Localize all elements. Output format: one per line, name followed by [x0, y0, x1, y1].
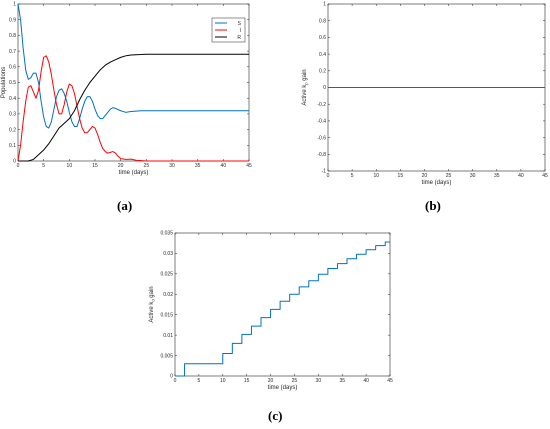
x-tick-label: 0 [327, 173, 330, 179]
panel-label-b: (b) [425, 198, 441, 213]
x-tick-label: 10 [220, 378, 226, 384]
panel-label-c: (c) [268, 408, 283, 423]
y-tick-label: 0.02 [163, 292, 173, 298]
x-tick-label: 35 [195, 163, 201, 169]
x-tick-label: 35 [494, 173, 500, 179]
y-tick-label: -1 [322, 169, 327, 175]
y-tick-label: 0.4 [9, 96, 16, 102]
y-tick-label: 0.2 [319, 69, 326, 75]
x-tick-label: 0 [17, 163, 20, 169]
y-axis-label-main: Active k [302, 84, 308, 106]
x-tick-label: 45 [542, 173, 548, 179]
x-tick-label: 45 [246, 163, 252, 169]
y-tick-label: 0.015 [160, 312, 173, 318]
y-tick-label: -0.8 [317, 152, 326, 158]
x-tick-label: 25 [144, 163, 150, 169]
y-tick-label: -0.6 [317, 135, 326, 141]
y-tick-label: 0.9 [9, 17, 16, 23]
y-tick-label: 0 [323, 85, 326, 91]
x-tick-label: 20 [422, 173, 428, 179]
x-tick-label: 40 [363, 378, 369, 384]
x-tick-label: 20 [268, 378, 274, 384]
y-axis-label-main: Active k [149, 301, 155, 323]
y-tick-label: 0.6 [9, 65, 16, 71]
x-tick-label: 15 [244, 378, 250, 384]
chart-a: 0 5 10 15 20 25 30 35 40 45 0 0.1 0.2 0.3 0.4 0.5 0.6 0.7… [1, 2, 252, 176]
y-tick-label: 0.01 [163, 333, 173, 339]
panel-c: 0 5 10 15 20 25 30 35 40 45 0 0.005 0.01 0.015 0.02 0.0… [135, 225, 397, 391]
y-tick-label: 0.7 [9, 49, 16, 55]
series-line-gain-0 [175, 241, 390, 377]
chart-b: 0 5 10 15 20 25 30 35 40 45 -1 -0.8 -0.6 -0.4 -0.2 0 0.2… [302, 2, 548, 186]
legend-label-R: R [237, 35, 241, 41]
y-axis-label: Populations [1, 67, 7, 98]
plot-frame [174, 232, 391, 377]
x-tick-label: 45 [387, 378, 393, 384]
y-tick-label: 0.035 [160, 231, 173, 237]
y-axis-label: Active kd gain [149, 286, 156, 322]
y-tick-label: 0.8 [9, 33, 16, 39]
panel-label-a: (a) [117, 198, 133, 213]
x-tick-label: 40 [221, 163, 227, 169]
y-axis-label: Active kp gain [302, 69, 309, 105]
legend-label-S: S [238, 21, 242, 27]
y-tick-label: 0.5 [9, 80, 16, 86]
y-tick-label: 0.3 [9, 112, 16, 118]
x-tick-label: 5 [42, 163, 45, 169]
y-tick-label: 0.03 [163, 251, 173, 257]
y-axis-label-sub: d [151, 299, 156, 301]
x-axis-label: time (days) [422, 180, 452, 186]
y-tick-label: 0.2 [9, 127, 16, 133]
series-line-I [17, 55, 249, 162]
y-tick-label: 0.4 [319, 52, 326, 58]
y-tick-label: 1 [13, 2, 16, 8]
panel-b: 0 5 10 15 20 25 30 35 40 45 -1 -0.8 -0.6 -0.4 -0.2 0 0.2… [290, 0, 550, 190]
y-axis-label-tail: gain [149, 286, 155, 299]
x-axis-label: time (days) [119, 170, 149, 176]
y-tick-label: -0.4 [317, 119, 326, 125]
y-axis-label-main: Populations [1, 67, 7, 98]
series-line-R [18, 53, 249, 162]
x-axis-label: time (days) [268, 385, 298, 391]
x-tick-label: 20 [118, 163, 124, 169]
x-tick-label: 30 [470, 173, 476, 179]
x-tick-label: 10 [373, 173, 379, 179]
x-tick-label: 10 [67, 163, 73, 169]
x-tick-label: 15 [398, 173, 404, 179]
y-tick-label: 1 [323, 2, 326, 8]
y-axis-label-tail: gain [302, 69, 308, 82]
y-tick-label: 0 [13, 159, 16, 165]
y-tick-label: 0.6 [319, 35, 326, 41]
x-tick-label: 30 [169, 163, 175, 169]
chart-c: 0 5 10 15 20 25 30 35 40 45 0 0.005 0.01 0.015 0.02 0.0… [149, 231, 393, 391]
legend-label-I: I [240, 28, 241, 34]
x-tick-label: 0 [174, 378, 177, 384]
x-tick-label: 25 [446, 173, 452, 179]
series-line-S [17, 3, 249, 129]
y-tick-label: 0.005 [160, 353, 173, 359]
x-tick-label: 40 [518, 173, 524, 179]
panel-a: 0 5 10 15 20 25 30 35 40 45 0 0.1 0.2 0.3 0.4 0.5 0.6 0.7… [0, 0, 262, 190]
x-tick-label: 30 [316, 378, 322, 384]
x-tick-label: 5 [351, 173, 354, 179]
y-tick-label: 0.1 [9, 143, 16, 149]
x-tick-label: 35 [339, 378, 345, 384]
y-tick-label: 0.025 [160, 272, 173, 278]
plot-frame [17, 3, 250, 162]
x-tick-label: 15 [92, 163, 98, 169]
x-tick-label: 5 [197, 378, 200, 384]
y-tick-label: 0.8 [319, 18, 326, 24]
y-axis-label-sub: p [304, 82, 309, 85]
y-tick-label: 0 [170, 374, 173, 380]
y-tick-label: -0.2 [317, 102, 326, 108]
x-tick-label: 25 [292, 378, 298, 384]
